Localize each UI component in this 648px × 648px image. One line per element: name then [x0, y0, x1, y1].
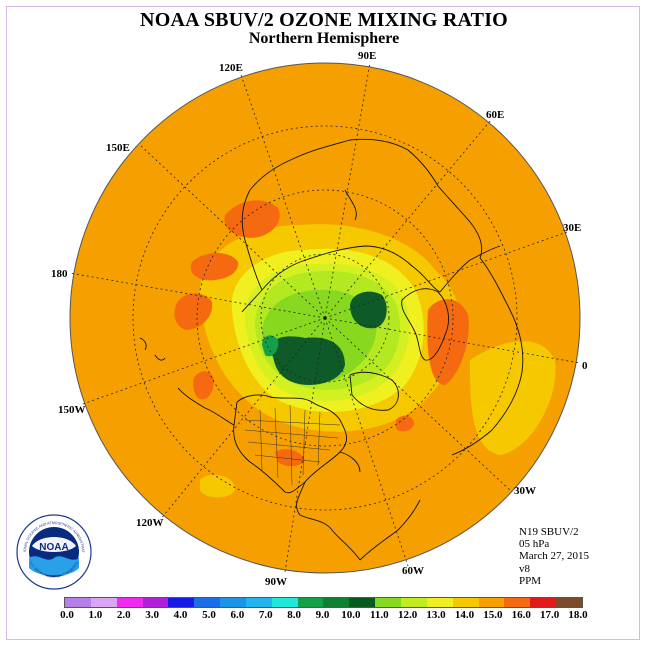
field-max-pacific	[190, 253, 239, 281]
field-max-atlantic	[396, 415, 414, 432]
color-scale-segment	[271, 598, 298, 607]
color-scale-label: 15.0	[483, 609, 503, 621]
lon-label-30e: 30E	[563, 222, 582, 234]
lon-label-120w: 120W	[136, 517, 164, 529]
color-scale-label: 8.0	[287, 609, 301, 621]
lon-label-180: 180	[51, 268, 68, 280]
color-scale-label: 5.0	[202, 609, 216, 621]
color-scale-segment	[504, 598, 531, 607]
version-text: v8	[519, 562, 530, 575]
date-text: March 27, 2015	[519, 550, 589, 563]
graticule	[69, 62, 581, 573]
color-scale-segment	[245, 598, 272, 607]
color-scale-label: 4.0	[173, 609, 188, 621]
noaa-logo: NOAA NATIONAL OCEANIC AND ATMOSPHERIC AD…	[16, 514, 92, 590]
color-scale-segment	[400, 598, 427, 607]
color-scale-label: 0.0	[60, 609, 74, 621]
color-scale-label: 13.0	[426, 609, 446, 621]
lon-label-60w: 60W	[402, 565, 424, 577]
color-scale-segment	[65, 598, 91, 607]
field-max-pacific-n	[224, 200, 280, 238]
color-scale-label: 9.0	[315, 609, 330, 621]
us-state-lines	[244, 404, 341, 486]
color-scale-segment	[375, 598, 401, 607]
color-scale-label: 18.0	[568, 609, 588, 621]
color-scale-label: 12.0	[398, 609, 418, 621]
color-scale-segment	[194, 598, 221, 607]
lon-label-90w: 90W	[265, 576, 287, 588]
color-scale-segment	[142, 598, 169, 607]
color-scale-segment	[297, 598, 324, 607]
field-max-pacific-s	[174, 293, 213, 330]
color-scale-segment	[116, 598, 143, 607]
color-scale-segment	[556, 598, 582, 607]
units-text: PPM	[519, 574, 542, 587]
color-scale-bar	[64, 597, 583, 608]
ozone-field	[70, 63, 580, 573]
lon-label-0: 0	[582, 360, 588, 372]
lon-label-150w: 150W	[58, 404, 86, 416]
pressure-text: 05 hPa	[519, 538, 550, 551]
color-scale-segment	[452, 598, 479, 607]
color-scale-labels: 0.0 1.0 2.0 3.0 4.0 5.0 6.0 7.0 8.0 9.0 10.0 11.0 12…	[0, 609, 648, 623]
color-scale-label: 11.0	[369, 609, 389, 621]
color-scale-label: 14.0	[454, 609, 475, 621]
color-scale-segment	[90, 598, 117, 607]
field-band-east-14	[470, 341, 556, 455]
field-max-us	[275, 449, 305, 467]
main-title: NOAA SBUV/2 OZONE MIXING RATIO	[140, 9, 508, 31]
figure-frame	[6, 6, 640, 640]
coastlines	[139, 138, 524, 561]
lon-label-90e: 90E	[358, 50, 377, 62]
color-scale-segment	[426, 598, 453, 607]
field-core-west	[271, 336, 345, 385]
field-band-spot	[200, 474, 235, 498]
lon-label-120e: 120E	[219, 62, 243, 74]
subtitle: Northern Hemisphere	[248, 30, 400, 47]
instrument-text: N19 SBUV/2	[519, 526, 579, 538]
lon-label-30w: 30W	[514, 485, 536, 497]
lon-label-150e: 150E	[106, 142, 130, 154]
color-scale-label: 7.0	[258, 609, 273, 621]
color-scale-segment	[323, 598, 350, 607]
color-scale-label: 3.0	[145, 609, 160, 621]
product-info: N19 SBUV/2 05 hPa March 27, 2015 v8 PPM	[519, 526, 589, 587]
color-scale-label: 6.0	[230, 609, 245, 621]
lon-label-60e: 60E	[486, 109, 505, 121]
color-scale-segment	[168, 598, 195, 607]
field-core-east	[350, 291, 387, 329]
field-max-alaska	[193, 371, 214, 400]
color-scale-label: 10.0	[341, 609, 361, 621]
field-core-ring	[262, 335, 279, 357]
field-max-europe	[427, 299, 469, 385]
color-scale-segment	[349, 598, 376, 607]
color-scale-label: 16.0	[511, 609, 531, 621]
color-scale-segment	[530, 598, 557, 607]
color-scale-label: 2.0	[116, 609, 131, 621]
color-scale-label: 1.0	[88, 609, 103, 621]
color-scale-segment	[220, 598, 246, 607]
color-scale-label: 17.0	[539, 609, 560, 621]
color-scale-segment	[478, 598, 505, 607]
map-boundary	[69, 62, 581, 574]
logo-text: NOAA	[39, 542, 68, 553]
